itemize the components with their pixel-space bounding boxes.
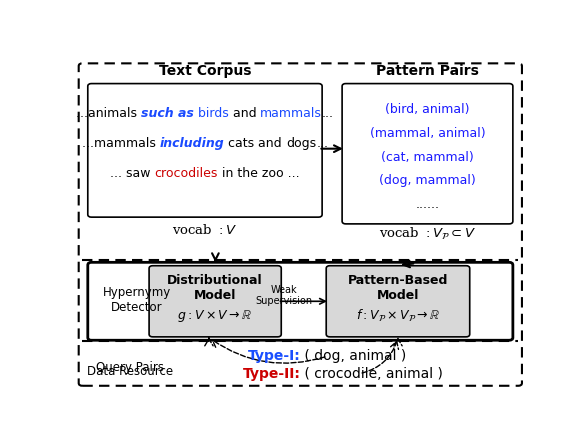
Text: Hypernymy
Detector: Hypernymy Detector (103, 286, 171, 314)
FancyBboxPatch shape (149, 266, 281, 337)
Text: vocab $:V_\mathcal{P} \subset V$: vocab $:V_\mathcal{P} \subset V$ (379, 226, 476, 242)
FancyArrowPatch shape (205, 338, 213, 346)
Text: cats: cats (224, 137, 254, 150)
FancyBboxPatch shape (88, 262, 513, 340)
Text: Type-II:: Type-II: (243, 367, 300, 381)
Text: including: including (159, 137, 224, 150)
Text: (bird, animal): (bird, animal) (385, 103, 470, 117)
Text: $f : V_\mathcal{P} \times V_\mathcal{P} \rightarrow \mathbb{R}$: $f : V_\mathcal{P} \times V_\mathcal{P} … (356, 308, 440, 324)
Text: ...mammals: ...mammals (81, 137, 159, 150)
Text: (mammal, animal): (mammal, animal) (370, 127, 485, 140)
Text: ...: ... (322, 107, 334, 120)
Text: vocab $:V$: vocab $:V$ (172, 223, 237, 237)
Text: Pattern Pairs: Pattern Pairs (376, 64, 479, 78)
Text: (cat, mammal): (cat, mammal) (381, 151, 474, 164)
Text: and: and (229, 107, 260, 120)
Text: ( crocodile, animal ): ( crocodile, animal ) (300, 367, 443, 381)
Text: ......: ...... (415, 198, 440, 211)
Text: Weak
Supervision: Weak Supervision (255, 285, 312, 306)
Text: Distributional
Model: Distributional Model (168, 274, 263, 302)
Text: Type-I:: Type-I: (247, 349, 300, 363)
Text: birds: birds (194, 107, 229, 120)
FancyArrowPatch shape (212, 340, 325, 363)
Text: ...: ... (316, 137, 328, 150)
Text: $g : V \times V \rightarrow \mathbb{R}$: $g : V \times V \rightarrow \mathbb{R}$ (178, 308, 253, 324)
Text: in the zoo ...: in the zoo ... (218, 167, 299, 180)
Text: Data Resource: Data Resource (87, 365, 173, 378)
Text: crocodiles: crocodiles (155, 167, 218, 180)
Text: Pattern-Based
Model: Pattern-Based Model (347, 274, 448, 302)
Text: and: and (254, 137, 286, 150)
FancyArrowPatch shape (394, 338, 402, 346)
Text: mammals: mammals (260, 107, 322, 120)
FancyBboxPatch shape (326, 266, 470, 337)
Text: (dog, mammal): (dog, mammal) (379, 174, 476, 187)
Text: ( dog, animal ): ( dog, animal ) (300, 349, 407, 363)
Text: ... saw: ... saw (110, 167, 155, 180)
FancyBboxPatch shape (88, 84, 322, 217)
Text: such as: such as (141, 107, 194, 120)
Text: ...animals: ...animals (76, 107, 141, 120)
FancyBboxPatch shape (342, 84, 513, 224)
FancyArrowPatch shape (362, 342, 398, 373)
Text: Query Pairs: Query Pairs (96, 361, 164, 374)
Text: dogs: dogs (286, 137, 316, 150)
Text: Text Corpus: Text Corpus (159, 64, 251, 78)
